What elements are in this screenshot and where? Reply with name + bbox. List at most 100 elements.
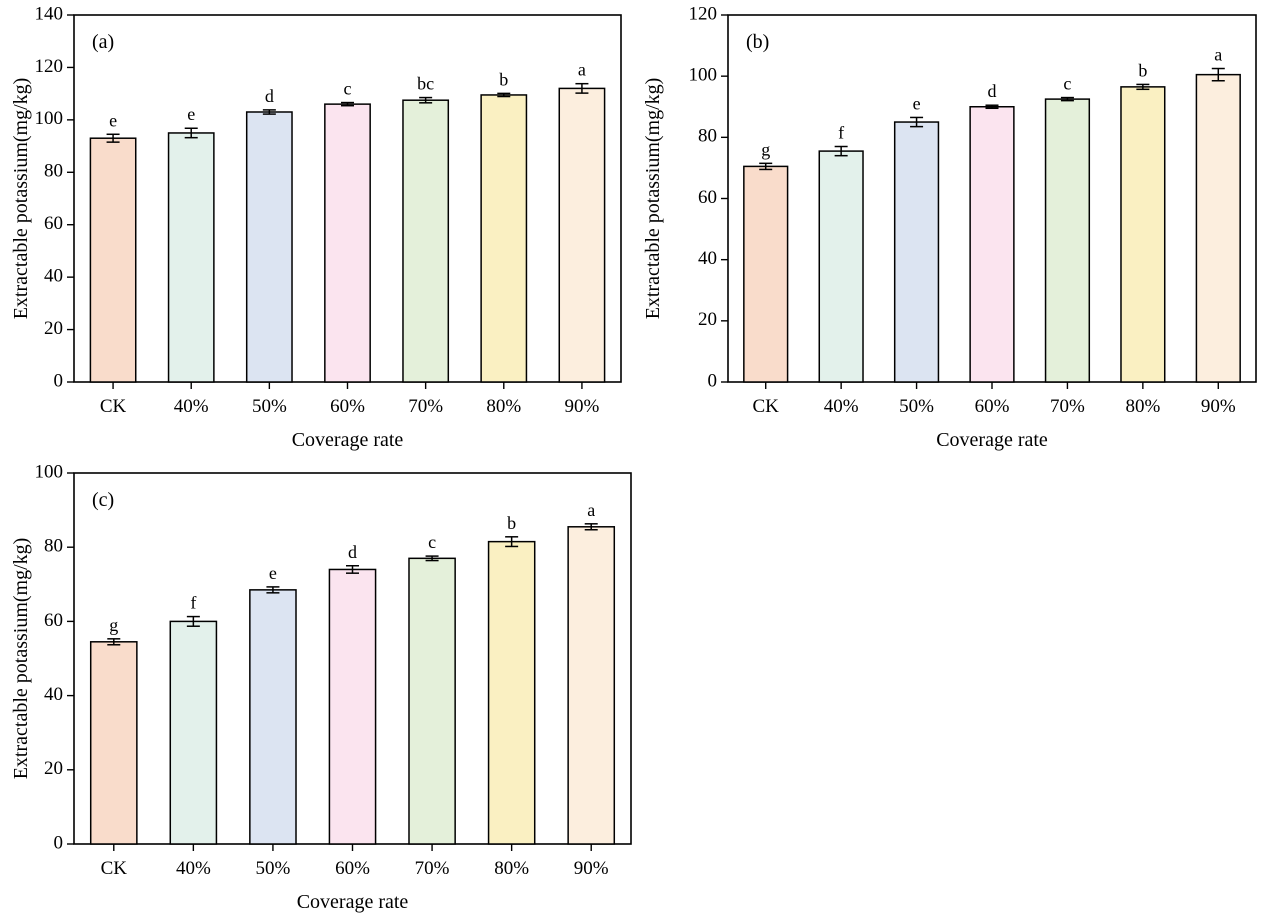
y-tick-label: 40 bbox=[44, 266, 63, 287]
y-tick-label: 140 bbox=[35, 3, 64, 24]
sig-letter: b bbox=[507, 513, 516, 533]
bar-70% bbox=[402, 99, 450, 383]
bar-chart-a: 0 20 40 60 80 100 120 140 e CK e 40% d 50% c 60% bc 70% b 8… bbox=[10, 3, 622, 451]
x-axis-title: Coverage rate bbox=[936, 429, 1048, 451]
y-tick-label: 60 bbox=[44, 213, 63, 234]
bar-60% bbox=[328, 568, 377, 845]
sig-letter: e bbox=[913, 93, 921, 113]
x-tick-label: 50% bbox=[252, 396, 287, 417]
x-tick-label: CK bbox=[100, 396, 127, 417]
y-tick-label: 0 bbox=[54, 832, 64, 853]
x-tick-label: 90% bbox=[1201, 396, 1236, 417]
y-tick-label: 80 bbox=[698, 126, 717, 147]
y-tick-label: 100 bbox=[689, 65, 718, 86]
bar-CK bbox=[743, 165, 789, 383]
x-tick-label: 80% bbox=[486, 396, 521, 417]
x-tick-label: 40% bbox=[174, 396, 209, 417]
sig-letter: g bbox=[761, 139, 770, 159]
x-tick-label: 40% bbox=[176, 858, 211, 879]
x-tick-label: 90% bbox=[565, 396, 600, 417]
chart-panel-b: 0 20 40 60 80 100 120 g CK f 40% e 50% d 60% c 70% b 80% a 9… bbox=[642, 2, 1265, 454]
x-tick-label: 50% bbox=[899, 396, 934, 417]
x-axis-title: Coverage rate bbox=[297, 891, 409, 913]
y-tick-label: 60 bbox=[44, 610, 63, 631]
y-tick-label: 100 bbox=[35, 108, 64, 129]
sig-letter: b bbox=[1138, 60, 1147, 80]
bar-80% bbox=[480, 94, 528, 383]
bar-chart-c: 0 20 40 60 80 100 g CK f 40% e 50% d 60% c 70% b 80% a 90% (… bbox=[10, 461, 632, 913]
sig-letter: e bbox=[109, 110, 117, 130]
sig-letter: d bbox=[348, 542, 357, 562]
bar-40% bbox=[818, 150, 864, 383]
x-tick-label: 70% bbox=[408, 396, 443, 417]
y-tick-label: 120 bbox=[689, 3, 718, 24]
panel-label: (a) bbox=[92, 31, 114, 53]
bar-90% bbox=[558, 87, 606, 383]
x-tick-label: 90% bbox=[574, 858, 609, 879]
x-tick-label: 70% bbox=[415, 858, 450, 879]
x-tick-label: 80% bbox=[1125, 396, 1160, 417]
bar-80% bbox=[1120, 86, 1166, 383]
sig-letter: a bbox=[1214, 45, 1222, 65]
bar-90% bbox=[1195, 73, 1241, 383]
y-tick-label: 0 bbox=[708, 370, 718, 391]
bar-80% bbox=[487, 540, 536, 845]
bar-40% bbox=[169, 620, 218, 845]
sig-letter: e bbox=[269, 563, 277, 583]
bar-70% bbox=[408, 557, 456, 845]
bar-CK bbox=[89, 641, 138, 845]
sig-letter: f bbox=[190, 593, 196, 613]
bar-90% bbox=[567, 526, 616, 845]
y-axis-title: Extractable potassium(mg/kg) bbox=[10, 538, 32, 780]
y-tick-label: 40 bbox=[698, 248, 717, 269]
bar-40% bbox=[167, 132, 215, 383]
sig-letter: d bbox=[988, 81, 997, 101]
x-tick-label: 70% bbox=[1050, 396, 1085, 417]
bar-60% bbox=[324, 103, 371, 383]
sig-letter: d bbox=[265, 86, 274, 106]
x-tick-label: 60% bbox=[330, 396, 365, 417]
x-tick-label: 50% bbox=[256, 858, 291, 879]
x-tick-label: 80% bbox=[494, 858, 529, 879]
sig-letter: a bbox=[587, 500, 595, 520]
x-tick-label: 40% bbox=[824, 396, 859, 417]
y-axis-title: Extractable potassium(mg/kg) bbox=[642, 78, 664, 320]
y-tick-label: 20 bbox=[698, 309, 717, 330]
y-tick-label: 20 bbox=[44, 758, 63, 779]
bar-60% bbox=[969, 106, 1015, 383]
sig-letter: c bbox=[344, 79, 352, 99]
y-tick-label: 0 bbox=[54, 370, 64, 391]
panel-label: (c) bbox=[92, 489, 114, 511]
y-tick-label: 40 bbox=[44, 684, 63, 705]
panel-label: (b) bbox=[746, 31, 769, 53]
y-tick-label: 100 bbox=[35, 461, 64, 482]
sig-letter: g bbox=[109, 615, 118, 635]
bar-CK bbox=[89, 137, 137, 383]
sig-letter: f bbox=[838, 123, 844, 143]
bar-50% bbox=[249, 589, 297, 845]
bar-70% bbox=[1044, 98, 1091, 383]
y-tick-label: 60 bbox=[698, 187, 717, 208]
sig-letter: a bbox=[578, 60, 586, 80]
sig-letter: b bbox=[499, 69, 508, 89]
bar-50% bbox=[893, 121, 940, 383]
x-tick-label: CK bbox=[753, 396, 780, 417]
y-tick-label: 80 bbox=[44, 536, 63, 557]
x-tick-label: CK bbox=[101, 858, 128, 879]
x-axis-title: Coverage rate bbox=[292, 429, 404, 451]
y-tick-label: 80 bbox=[44, 161, 63, 182]
sig-letter: c bbox=[428, 532, 436, 552]
y-tick-label: 120 bbox=[35, 56, 64, 77]
sig-letter: bc bbox=[417, 74, 434, 94]
bar-50% bbox=[245, 111, 293, 383]
chart-panel-a: 0 20 40 60 80 100 120 140 e CK e 40% d 50% c 60% bc 70% b 8… bbox=[10, 2, 630, 454]
sig-letter: c bbox=[1063, 74, 1071, 94]
bar-chart-b: 0 20 40 60 80 100 120 g CK f 40% e 50% d 60% c 70% b 80% a 9… bbox=[642, 3, 1257, 451]
sig-letter: e bbox=[187, 104, 195, 124]
x-tick-label: 60% bbox=[975, 396, 1010, 417]
chart-panel-c: 0 20 40 60 80 100 g CK f 40% e 50% d 60% c 70% b 80% a 90% (… bbox=[10, 460, 640, 916]
y-axis-title: Extractable potassium(mg/kg) bbox=[10, 78, 32, 320]
x-tick-label: 60% bbox=[335, 858, 370, 879]
y-tick-label: 20 bbox=[44, 318, 63, 339]
